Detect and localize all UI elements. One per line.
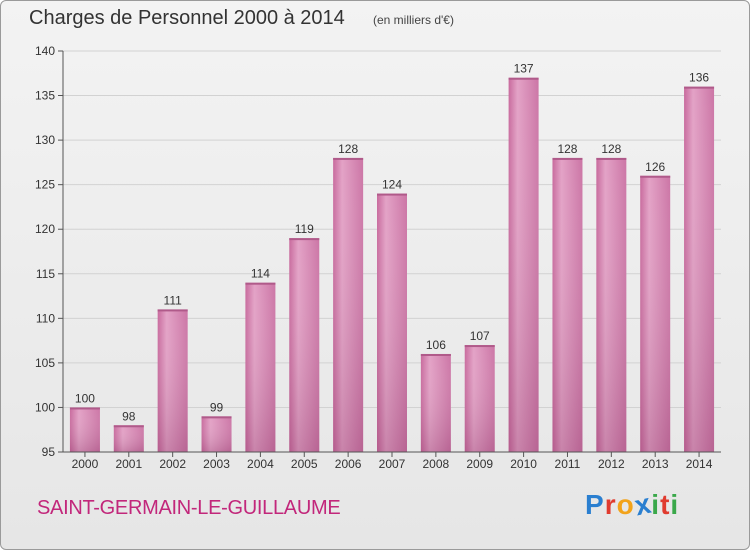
bar-shade — [640, 175, 671, 452]
bar-shade — [289, 238, 320, 452]
y-tick-label: 115 — [36, 267, 55, 281]
y-tick-label: 95 — [42, 445, 56, 459]
y-tick-label: 110 — [36, 311, 55, 325]
bar-top-edge — [552, 157, 583, 160]
bar-value-label: 114 — [251, 267, 270, 281]
bar-value-label: 128 — [557, 142, 577, 156]
y-tick-label: 120 — [35, 222, 55, 236]
logo-letter: P — [585, 489, 605, 520]
bar-top-edge — [333, 157, 364, 160]
commune-name: SAINT-GERMAIN-LE-GUILLAUME — [37, 497, 341, 519]
bar-top-edge — [684, 86, 715, 89]
bar-shade — [684, 86, 715, 453]
x-tick-label: 2003 — [203, 457, 230, 471]
bar-value-label: 137 — [514, 62, 534, 76]
x-tick-label: 2006 — [335, 457, 362, 471]
bar-value-label: 136 — [689, 71, 709, 85]
bar-top-edge — [157, 309, 188, 312]
bar-value-label: 107 — [470, 329, 490, 343]
y-tick-label: 105 — [35, 356, 55, 370]
bar-value-label: 126 — [645, 160, 665, 174]
x-tick-label: 2002 — [159, 457, 186, 471]
bar-shade — [245, 282, 276, 452]
y-tick-label: 135 — [35, 89, 55, 103]
y-tick-label: 140 — [35, 44, 55, 58]
bar-top-edge — [201, 416, 232, 419]
bar-shade — [69, 407, 100, 452]
bar-value-label: 128 — [601, 142, 621, 156]
chart-title: Charges de Personnel 2000 à 2014 — [29, 7, 345, 29]
x-tick-label: 2011 — [555, 457, 581, 471]
bar-shade — [157, 309, 188, 452]
bar-shade — [201, 416, 232, 452]
x-tick-label: 2005 — [291, 457, 318, 471]
x-tick-label: 2000 — [72, 457, 99, 471]
chart-subtitle: (en milliers d'€) — [373, 13, 454, 27]
bar-shade — [508, 77, 539, 452]
bar-shade — [596, 157, 627, 452]
y-tick-label: 125 — [35, 178, 55, 192]
bar-value-label: 124 — [382, 178, 402, 192]
bar-value-label: 111 — [164, 293, 183, 307]
x-tick-label: 2010 — [510, 457, 537, 471]
x-tick-label: 2004 — [247, 457, 274, 471]
proxiti-logo: Proxiti — [585, 488, 680, 522]
bar-value-label: 119 — [295, 222, 314, 236]
bar-top-edge — [596, 157, 627, 160]
x-tick-label: 2007 — [379, 457, 406, 471]
logo-letter: i — [651, 489, 661, 520]
bar-top-edge — [289, 238, 320, 241]
x-tick-label: 2013 — [642, 457, 669, 471]
bar-top-edge — [113, 425, 144, 428]
bar-top-edge — [69, 407, 100, 410]
bar-value-label: 128 — [338, 142, 358, 156]
logo-letter: o — [616, 489, 635, 520]
bar-shade — [333, 157, 364, 452]
bar-shade — [113, 425, 144, 452]
bar-shade — [552, 157, 583, 452]
bar-top-edge — [245, 282, 276, 285]
bar-top-edge — [464, 345, 495, 348]
x-tick-label: 2012 — [598, 457, 625, 471]
logo-letter: t — [660, 489, 671, 520]
bar-top-edge — [420, 353, 451, 356]
bar-value-label: 99 — [210, 400, 224, 414]
bar-shade — [464, 345, 495, 452]
bar-value-label: 100 — [75, 391, 95, 405]
bar-top-edge — [640, 175, 671, 178]
bar-top-edge — [508, 77, 539, 80]
y-tick-label: 100 — [35, 400, 55, 414]
x-tick-label: 2008 — [423, 457, 450, 471]
x-tick-label: 2014 — [686, 457, 713, 471]
bar-value-label: 98 — [122, 409, 136, 423]
bar-value-label: 106 — [426, 338, 446, 352]
x-tick-label: 2001 — [115, 457, 142, 471]
x-tick-label: 2009 — [466, 457, 493, 471]
bar-top-edge — [377, 193, 407, 196]
logo-letter: r — [604, 489, 617, 520]
logo-letter: i — [670, 489, 680, 520]
bar-shade — [420, 353, 451, 452]
y-tick-label: 130 — [35, 133, 55, 147]
bar-shade — [377, 193, 407, 453]
